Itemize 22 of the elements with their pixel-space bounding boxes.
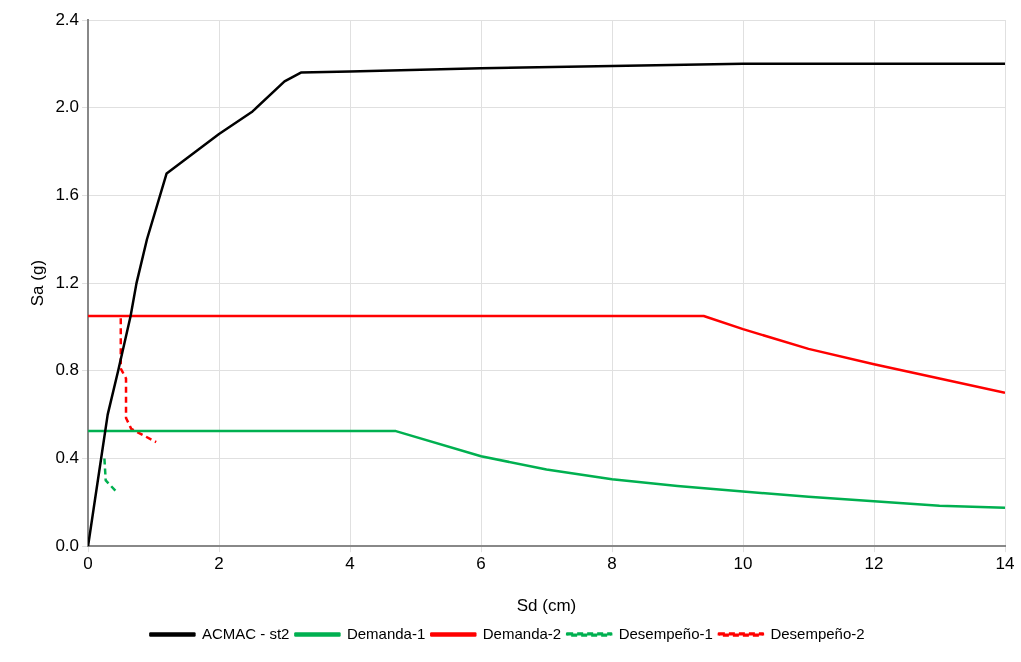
x-axis-title: Sd (cm) [516,596,577,616]
legend-label: Demanda-1 [346,624,426,642]
x-tick-label: 6 [476,554,486,574]
y-tick-label: 2.4 [55,9,80,29]
legend-label: Demanda-2 [482,624,562,642]
x-tick-label: 8 [607,554,617,574]
x-tick-label: 10 [733,554,753,574]
y-tick-label: 0.0 [55,535,80,555]
y-tick-label: 0.4 [55,448,80,468]
x-tick-label: 14 [995,554,1015,574]
y-tick-label: 1.6 [55,185,80,205]
x-tick-label: 4 [345,554,355,574]
legend-label: ACMAC - st2 [201,624,290,642]
legend-label: Desempeño-1 [618,624,713,642]
y-tick-label: 2.0 [55,97,80,117]
y-tick-label: 1.2 [55,272,80,292]
x-tick-label: 2 [214,554,224,574]
x-tick-label: 12 [864,554,884,574]
y-tick-label: 0.8 [55,360,80,380]
legend-label: Desempeño-2 [770,624,865,642]
y-axis-title: Sa (g) [27,259,47,307]
x-tick-label: 0 [83,554,93,574]
